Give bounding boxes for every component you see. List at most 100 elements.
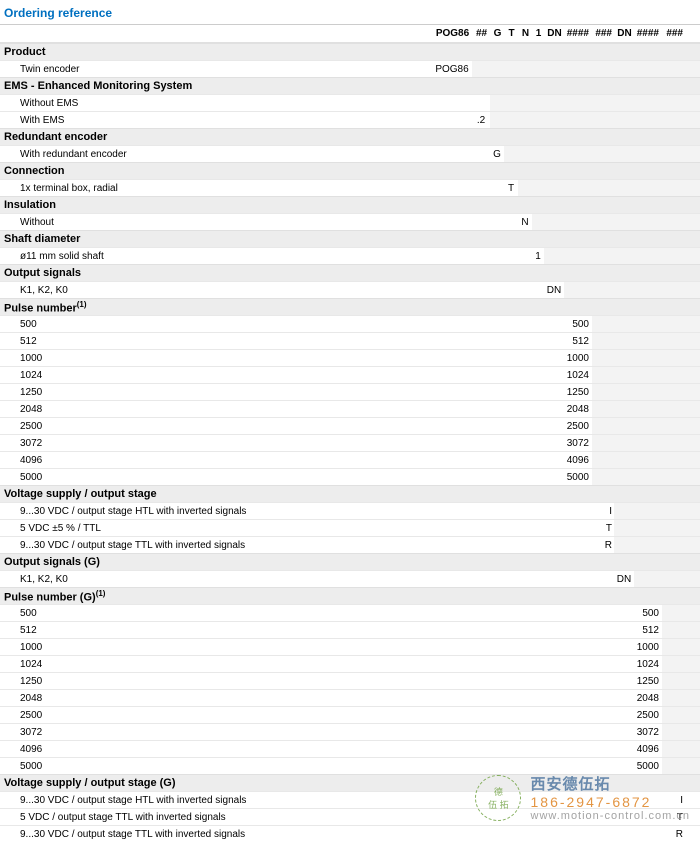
row-label: 2500 [0, 710, 432, 721]
section-header: Output signals (G) [0, 553, 700, 570]
row-label: 9...30 VDC / output stage HTL with inver… [0, 506, 432, 517]
code-value: 2500 [634, 710, 662, 721]
code-value: R [662, 829, 686, 840]
table-row: 1x terminal box, radial T [0, 179, 700, 196]
code-value: 500 [564, 319, 592, 330]
row-label: 512 [0, 625, 432, 636]
header-cell: 1 [532, 28, 544, 39]
row-label: 500 [0, 608, 432, 619]
code-value: 3072 [564, 438, 592, 449]
table-row: 1000 1000 [0, 349, 700, 366]
code-value: POG86 [432, 64, 472, 75]
code-value: 1000 [564, 353, 592, 364]
row-label: 3072 [0, 438, 432, 449]
table-row: WithoutN [0, 213, 700, 230]
header-cell: POG86 [432, 28, 472, 39]
row-label: 5000 [0, 761, 432, 772]
row-label: With EMS [0, 115, 432, 126]
section-name: Voltage supply / output stage (G) [0, 777, 432, 789]
code-value: 2048 [564, 404, 592, 415]
section-header: Redundant encoder [0, 128, 700, 145]
code-value: 1000 [634, 642, 662, 653]
code-value: 1250 [634, 676, 662, 687]
header-cell: ### [592, 28, 614, 39]
table-row: 2048 2048 [0, 689, 700, 706]
section-header: Shaft diameter [0, 230, 700, 247]
row-label: 2048 [0, 693, 432, 704]
row-label: Twin encoder [0, 64, 432, 75]
code-value: 1 [532, 251, 544, 262]
section-name: Product [0, 46, 432, 58]
code-value: 4096 [564, 455, 592, 466]
header-cell: ## [472, 28, 490, 39]
section-name: Shaft diameter [0, 233, 432, 245]
section-name: EMS - Enhanced Monitoring System [0, 80, 432, 92]
row-label: With redundant encoder [0, 149, 432, 160]
row-label: ø11 mm solid shaft [0, 251, 432, 262]
row-label: 4096 [0, 455, 432, 466]
section-header: EMS - Enhanced Monitoring System [0, 77, 700, 94]
section-name: Pulse number (G)(1) [0, 589, 432, 604]
code-value: T [662, 812, 686, 823]
row-label: Without [0, 217, 432, 228]
row-label: K1, K2, K0 [0, 285, 432, 296]
section-header: Voltage supply / output stage [0, 485, 700, 502]
table-row: 20482048 [0, 400, 700, 417]
code-value: I [592, 506, 614, 517]
row-label: 1250 [0, 676, 432, 687]
row-label: 1x terminal box, radial [0, 183, 432, 194]
row-label: 9...30 VDC / output stage TTL with inver… [0, 540, 432, 551]
page-title: Ordering reference [0, 0, 700, 25]
code-value: 1024 [564, 370, 592, 381]
row-label: 9...30 VDC / output stage HTL with inver… [0, 795, 432, 806]
row-label: 3072 [0, 727, 432, 738]
table-row: Twin encoderPOG86 [0, 60, 700, 77]
table-row: With EMS.2 [0, 111, 700, 128]
section-header: Voltage supply / output stage (G) [0, 774, 700, 791]
ordering-table: POG86##GTN1DN#######DN#######ProductTwin… [0, 25, 700, 842]
table-row: 30723072 [0, 723, 700, 740]
table-row: 500500 [0, 604, 700, 621]
code-value: DN [544, 285, 564, 296]
header-cell: #### [564, 28, 592, 39]
header-cell: DN [544, 28, 564, 39]
table-row: With redundant encoder G [0, 145, 700, 162]
table-row: K1, K2, K0DN [0, 570, 700, 587]
code-value: 1250 [564, 387, 592, 398]
code-value: 512 [564, 336, 592, 347]
row-label: 1024 [0, 659, 432, 670]
code-value: 512 [634, 625, 662, 636]
table-row: 5 VDC ±5 % / TTL T [0, 519, 700, 536]
code-value: 2048 [634, 693, 662, 704]
row-label: 1000 [0, 642, 432, 653]
code-value: 4096 [634, 744, 662, 755]
table-row: 5000 5000 [0, 757, 700, 774]
code-value: 1024 [634, 659, 662, 670]
code-value: 5000 [564, 472, 592, 483]
section-name: Redundant encoder [0, 131, 432, 143]
table-row: 1250 1250 [0, 672, 700, 689]
table-row: 5000 5000 [0, 468, 700, 485]
row-label: 5000 [0, 472, 432, 483]
section-header: Product [0, 43, 700, 60]
section-name: Insulation [0, 199, 432, 211]
section-name: Voltage supply / output stage [0, 488, 432, 500]
table-row: Without EMS [0, 94, 700, 111]
row-label: 1024 [0, 370, 432, 381]
row-label: 1250 [0, 387, 432, 398]
section-header: Connection [0, 162, 700, 179]
row-label: 1000 [0, 353, 432, 364]
row-label: 5 VDC ±5 % / TTL [0, 523, 432, 534]
table-row: 25002500 [0, 417, 700, 434]
code-value: I [662, 795, 686, 806]
code-value: T [504, 183, 518, 194]
code-value: 5000 [634, 761, 662, 772]
section-header: Pulse number(1) [0, 298, 700, 315]
section-name: Connection [0, 165, 432, 177]
header-cell: ### [662, 28, 686, 39]
table-row: 500500 [0, 315, 700, 332]
table-row: 512 512 [0, 621, 700, 638]
code-value: G [490, 149, 504, 160]
code-value: T [592, 523, 614, 534]
table-row: 9...30 VDC / output stage HTL with inver… [0, 791, 700, 808]
